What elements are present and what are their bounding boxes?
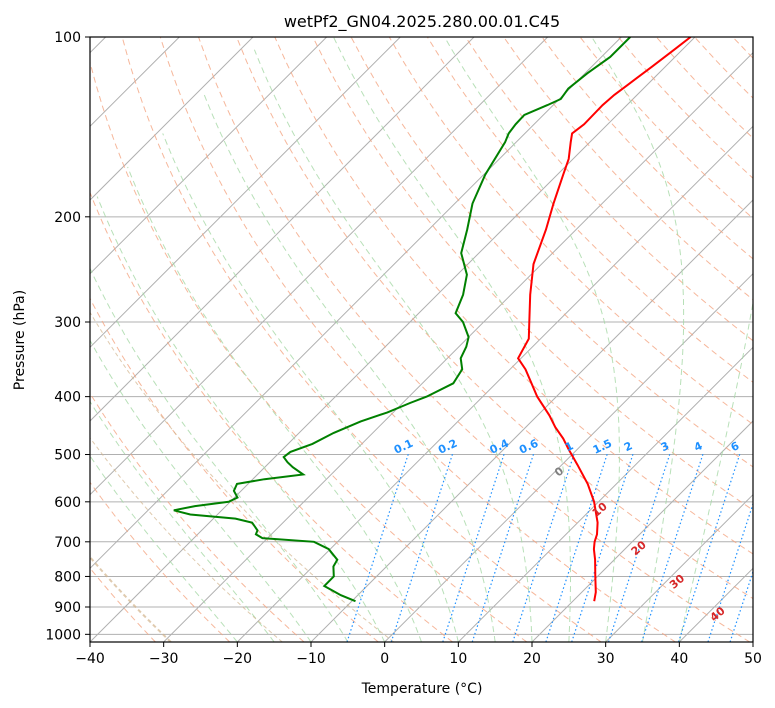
- dry-adiabat: [350, 37, 753, 468]
- moist-adiabat: [162, 133, 459, 642]
- y-tick-label: 300: [54, 315, 81, 331]
- dry-adiabat: [274, 37, 753, 555]
- y-tick-label: 900: [54, 600, 81, 616]
- isotherm-line: [90, 37, 328, 275]
- moist-adiabat: [444, 37, 620, 642]
- dewpoint-profile: [173, 37, 631, 603]
- y-tick-label: 200: [54, 210, 81, 226]
- y-tick-label: 1000: [45, 627, 81, 643]
- y-tick-label: 400: [54, 390, 81, 406]
- x-tick-label: 10: [449, 651, 467, 667]
- dry-adiabat: [90, 392, 305, 642]
- isotherm-line: [531, 420, 753, 642]
- mixing-ratio-line: [641, 451, 705, 642]
- theta-e-line: [90, 311, 395, 642]
- y-tick-label: 700: [54, 535, 81, 551]
- y-tick-label: 600: [54, 495, 81, 511]
- background-lines: [90, 37, 753, 642]
- x-tick-label: −20: [223, 651, 253, 667]
- mixing-ratio-line: [512, 451, 576, 642]
- moist-adiabat: [90, 267, 349, 642]
- moist-adiabat: [333, 37, 571, 642]
- x-tick-label: 20: [523, 651, 541, 667]
- dry-adiabat: [90, 191, 453, 642]
- dry-adiabat: [465, 37, 753, 342]
- mixing-ratio-line: [390, 451, 454, 642]
- y-tick-label: 500: [54, 448, 81, 464]
- plot-frame: [89, 36, 754, 643]
- mixing-ratio-line: [729, 569, 753, 642]
- x-tick-label: −10: [296, 651, 326, 667]
- isotherm-line: [310, 199, 753, 642]
- mixing-ratio-line: [677, 451, 742, 642]
- x-tick-label: 40: [670, 651, 688, 667]
- moist-adiabat: [253, 49, 533, 642]
- isotherm-line: [90, 37, 549, 496]
- dry-adiabat: [121, 37, 602, 642]
- dry-adiabat: [388, 37, 753, 425]
- temperature-profile: [516, 37, 692, 602]
- moist-adiabat: [127, 166, 422, 642]
- mixing-ratio-line: [571, 451, 635, 642]
- dry-adiabat: [426, 37, 753, 383]
- axis-ticks: −40 −30 −20 −10 0 10 20 30 40 50 100 200 300 400 500 60…: [45, 30, 762, 667]
- x-tick-label: 30: [597, 651, 615, 667]
- chart-title: wetPf2_GN04.2025.280.00.01.C45: [284, 12, 560, 32]
- dry-adiabat: [90, 297, 379, 642]
- moist-adiabat: [203, 94, 496, 642]
- isotherm-line: [90, 37, 401, 349]
- isotherm-line: [605, 493, 753, 642]
- x-axis-label: Temperature (°C): [361, 681, 483, 697]
- moist-adiabat: [90, 455, 238, 642]
- moist-adiabat: [591, 37, 685, 642]
- mixing-ratio-line: [346, 451, 410, 642]
- moist-adiabat: [96, 196, 386, 642]
- mixing-ratio-line: [707, 502, 753, 642]
- isotherm-line: [90, 37, 696, 642]
- x-tick-label: −40: [75, 651, 105, 667]
- dry-adiabat: [312, 37, 753, 511]
- mixing-ratio-line: [442, 451, 506, 642]
- isotherm-line: [90, 37, 622, 570]
- isotherm-line: [90, 37, 475, 422]
- isotherm-line: [236, 125, 753, 642]
- isotherm-line: [457, 346, 753, 642]
- moist-adiabat: [90, 400, 275, 642]
- y-tick-label: 800: [54, 569, 81, 585]
- isotherm-line: [384, 272, 753, 642]
- moist-adiabat: [90, 339, 312, 642]
- dry-adiabat: [90, 60, 528, 642]
- theta-e-line: [90, 437, 283, 642]
- mixing-ratio-line: [545, 451, 609, 642]
- isotherm-line: [90, 37, 254, 201]
- theta-e-line: [90, 555, 172, 642]
- sounding-series: [173, 37, 692, 603]
- y-axis-label: Pressure (hPa): [12, 290, 28, 390]
- moist-adiabat: [678, 299, 753, 642]
- mixing-ratio-line: [607, 451, 672, 642]
- x-tick-label: −30: [149, 651, 179, 667]
- x-tick-label: 0: [380, 651, 389, 667]
- y-tick-label: 100: [54, 30, 81, 46]
- dry-adiabat: [159, 37, 676, 642]
- mixing-ratio-line: [471, 451, 535, 642]
- x-tick-label: 50: [744, 651, 762, 667]
